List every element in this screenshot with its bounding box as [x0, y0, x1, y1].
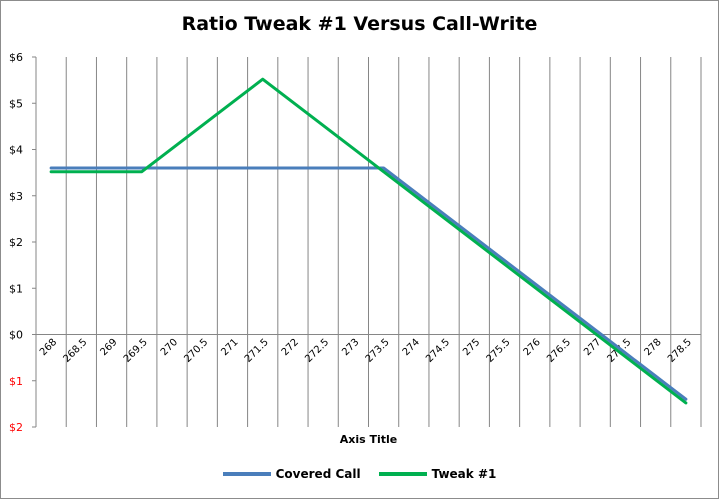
- x-tick-label: 271.5: [243, 337, 271, 365]
- x-tick-label: 271: [219, 337, 240, 358]
- x-tick-label: 269: [98, 337, 119, 358]
- y-tick-label: $2: [9, 421, 23, 434]
- x-tick-label: 278.5: [666, 337, 694, 365]
- x-tick-label: 268.5: [61, 337, 89, 365]
- x-tick-label: 273: [340, 337, 361, 358]
- y-tick-label: $4: [9, 144, 23, 157]
- series-lines: [49, 77, 688, 405]
- x-tick-label: 275.5: [485, 337, 513, 365]
- x-tick-label: 270: [159, 337, 180, 358]
- x-tick-label: 273.5: [364, 337, 392, 365]
- chart-title: Ratio Tweak #1 Versus Call-Write: [181, 13, 538, 35]
- y-tick-label: $0: [9, 329, 23, 342]
- y-tick-label: $5: [9, 97, 23, 110]
- x-tick-label: 278: [643, 337, 664, 358]
- series-line-covered-call: [49, 166, 688, 401]
- x-axis-title: Axis Title: [340, 433, 398, 446]
- x-tick-label: 275: [461, 337, 482, 358]
- y-tick-label: $1: [9, 375, 23, 388]
- y-tick-label: $6: [9, 51, 23, 64]
- x-tick-label: 277: [582, 337, 603, 358]
- legend-item-covered-call: Covered Call: [222, 467, 361, 481]
- legend-swatch-tweak-1: [378, 472, 427, 476]
- x-tick-label: 270.5: [182, 337, 210, 365]
- y-axis-ticks: $6 $5 $4 $3 $2 $1 $0 $1 $2: [9, 51, 36, 434]
- legend-item-tweak-1: Tweak #1: [378, 467, 497, 481]
- legend: Covered Call Tweak #1: [1, 467, 718, 481]
- y-tick-label: $3: [9, 190, 23, 203]
- grid-lines: [65, 57, 702, 427]
- series-line-tweak-1: [49, 77, 688, 405]
- x-tick-label: 272.5: [303, 337, 331, 365]
- x-axis-ticks: 268 268.5 269 269.5 270 270.5 271 271.5 272 272.5…: [38, 337, 694, 365]
- legend-label-tweak-1: Tweak #1: [431, 467, 497, 481]
- x-tick-label: 272: [280, 337, 301, 358]
- y-tick-label: $2: [9, 236, 23, 249]
- x-tick-label: 276: [522, 337, 543, 358]
- x-tick-label: 274.5: [424, 337, 452, 365]
- x-tick-label: 276.5: [545, 337, 573, 365]
- x-tick-label: 269.5: [122, 337, 150, 365]
- legend-swatch-covered-call: [222, 472, 271, 476]
- y-tick-label: $1: [9, 282, 23, 295]
- x-tick-label: 268: [38, 337, 59, 358]
- legend-label-covered-call: Covered Call: [275, 467, 361, 481]
- x-tick-label: 274: [401, 337, 422, 358]
